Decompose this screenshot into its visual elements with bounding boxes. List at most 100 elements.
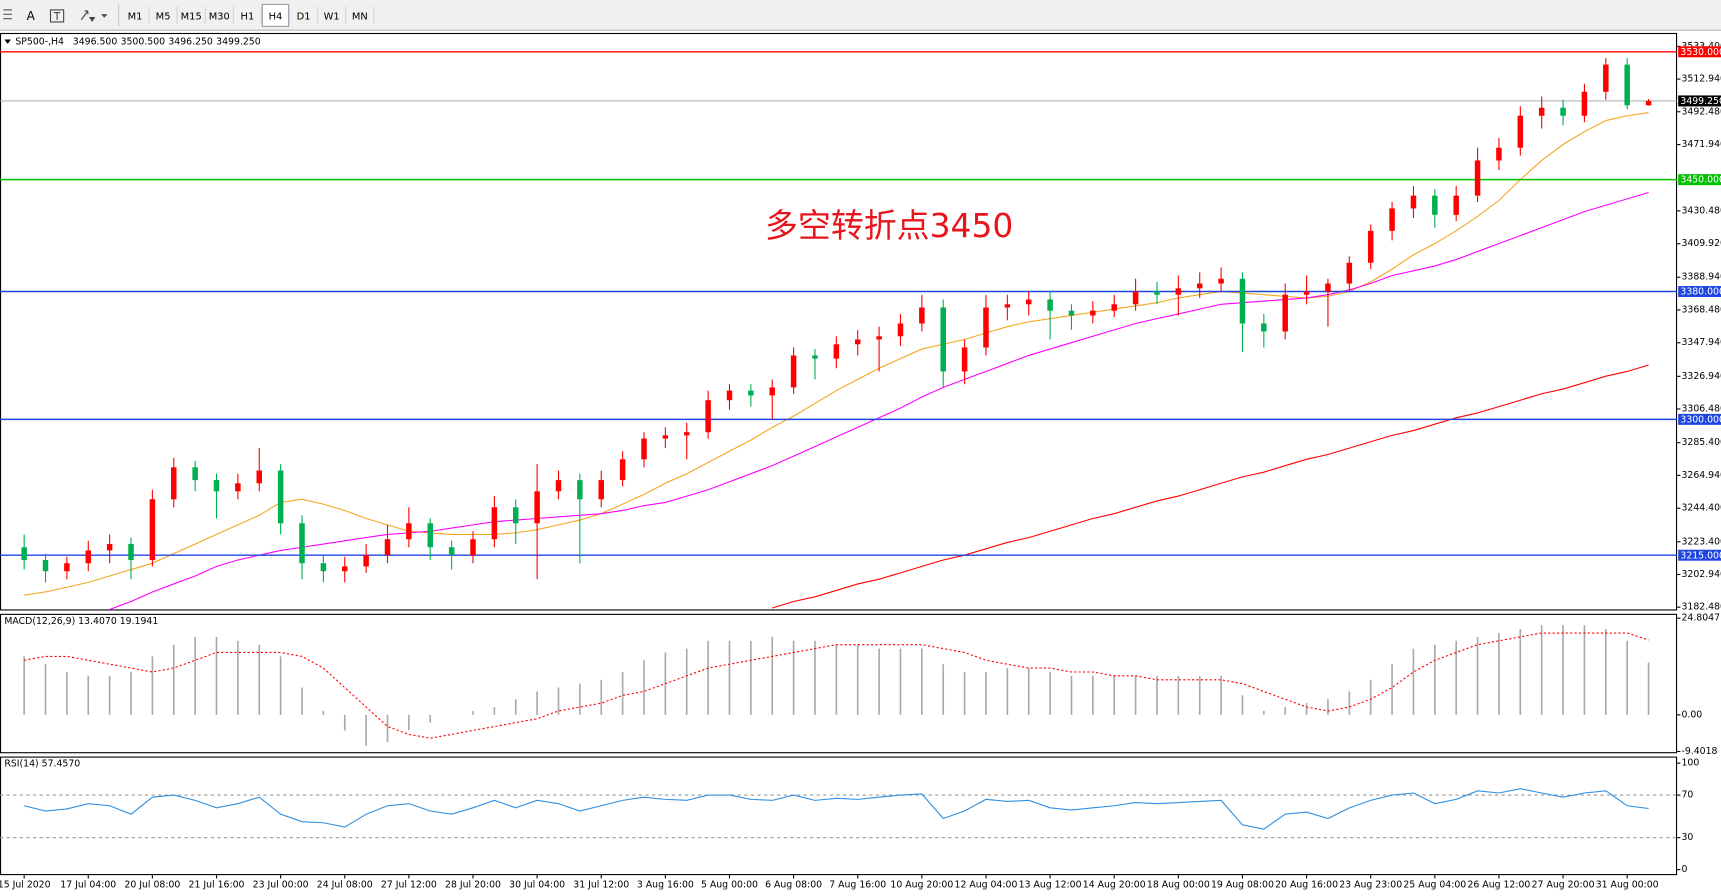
macd-bar (493, 707, 496, 715)
y-tick-label: 3471.940 (1681, 139, 1721, 150)
timeframe-group: M1 M5 M15 M30 H1 H4 D1 W1 MN (128, 3, 375, 27)
candle-body (812, 355, 818, 359)
candle-body (1132, 291, 1139, 305)
ohlc-label: 3496.500 (73, 36, 118, 47)
level-label: 3499.250 (1680, 96, 1721, 107)
candle-body (256, 470, 263, 484)
candle-body (277, 470, 284, 524)
candle-body (1218, 278, 1224, 284)
y-tick-label: 3409.920 (1681, 238, 1721, 249)
y-tick-label: 3430.480 (1681, 205, 1721, 216)
arrow-tool[interactable] (80, 10, 108, 22)
macd-bar (1241, 695, 1244, 715)
x-tick-label: 24 Jul 08:00 (317, 880, 373, 891)
candle-body (491, 507, 498, 540)
candle-body (1303, 291, 1310, 295)
candle-body (1517, 115, 1524, 148)
macd-bar (1583, 625, 1586, 715)
candle-body (1496, 147, 1502, 161)
level-tag (1678, 413, 1721, 425)
y-tick-label: 100 (1681, 758, 1699, 769)
macd-bar (66, 671, 68, 715)
text-tool[interactable]: A (27, 9, 36, 23)
macd-bar (365, 714, 367, 747)
candle-body (85, 550, 92, 564)
macd-bar (1476, 636, 1479, 715)
active-timeframe (261, 3, 290, 27)
timeframe-button[interactable]: M15 (181, 11, 202, 22)
macd-bar (1455, 640, 1458, 715)
x-tick-label: 17 Jul 04:00 (60, 880, 116, 891)
y-tick-label: 3306.480 (1681, 404, 1721, 415)
candle-body (726, 390, 733, 401)
macd-bar (322, 710, 325, 715)
macd-bar (621, 671, 624, 715)
y-tick-label: 3492.480 (1681, 106, 1721, 117)
candle-body (42, 560, 49, 572)
y-tick-label: 30 (1681, 832, 1693, 843)
macd-bar (557, 687, 560, 715)
toolbar-bg (0, 0, 1721, 31)
y-tick-label: 3202.940 (1681, 569, 1721, 580)
macd-bar (963, 671, 966, 715)
x-tick-label: 28 Jul 20:00 (445, 880, 501, 891)
candle-body (1047, 299, 1053, 311)
candle-body (598, 480, 604, 500)
menu-icon[interactable] (3, 9, 13, 20)
timeframe-button[interactable]: H4 (269, 11, 283, 22)
moving-average (109, 191, 1649, 611)
candle-body (940, 307, 946, 372)
x-tick-label: 19 Aug 08:00 (1211, 880, 1274, 891)
candle-body (769, 387, 775, 396)
macd-bar (814, 640, 816, 715)
x-tick-label: 27 Jul 12:00 (381, 880, 437, 891)
x-tick-label: 20 Jul 08:00 (124, 880, 180, 891)
y-tick-label: 3223.400 (1681, 536, 1721, 547)
level-label: 3300.000 (1680, 414, 1721, 425)
candle-body (1474, 160, 1481, 196)
timeframe-button[interactable]: M1 (128, 11, 143, 22)
x-tick-label: 23 Jul 00:00 (253, 880, 309, 891)
candle-body (1389, 208, 1395, 231)
macd-signal (24, 632, 1649, 739)
candle-body (149, 499, 156, 561)
candle-body (1603, 64, 1609, 92)
x-tick-label: 15 Jul 2020 (0, 880, 51, 891)
timeframe-button[interactable]: M30 (209, 11, 230, 22)
y-tick-label: 3244.400 (1681, 503, 1721, 514)
candle-body (1325, 283, 1331, 292)
candle-body (235, 483, 241, 492)
candle-body (470, 539, 476, 556)
candle-body (1175, 288, 1182, 295)
y-tick-label: 3285.400 (1681, 437, 1721, 448)
macd-bar (1391, 664, 1393, 715)
symbol-title: SP500-,H4 (15, 36, 64, 47)
candle-body (641, 438, 647, 460)
candle-body (128, 544, 134, 561)
label-tool[interactable] (49, 9, 65, 23)
macd-bar (472, 710, 474, 715)
timeframe-button[interactable]: W1 (324, 11, 340, 22)
rsi-line (24, 788, 1649, 830)
plot: 3533.4003512.9403492.4803471.9403430.480… (0, 32, 1721, 891)
x-tick-label: 12 Aug 04:00 (955, 880, 1018, 891)
timeframe-button[interactable]: H1 (241, 11, 255, 22)
timeframe-button[interactable]: M5 (156, 11, 171, 22)
macd-bar (258, 644, 261, 715)
macd-bar (108, 675, 111, 715)
timeframe-button[interactable]: D1 (297, 11, 311, 22)
candle-body (213, 480, 220, 492)
y-tick-label: 3512.940 (1681, 74, 1721, 85)
candle-body (513, 507, 519, 524)
x-tick-label: 23 Aug 23:00 (1339, 880, 1402, 891)
macd-bar (151, 656, 154, 715)
x-tick-label: 27 Aug 20:00 (1532, 880, 1595, 891)
y-tick-label: -9.4018 (1681, 746, 1717, 757)
macd-bar (1519, 629, 1522, 715)
timeframe-button[interactable]: MN (352, 11, 368, 22)
candle-body (342, 566, 348, 572)
y-tick-label: 3368.480 (1681, 304, 1721, 315)
macd-bar (750, 640, 752, 715)
x-tick-label: 7 Aug 16:00 (829, 880, 886, 891)
macd-bar (1369, 679, 1372, 715)
